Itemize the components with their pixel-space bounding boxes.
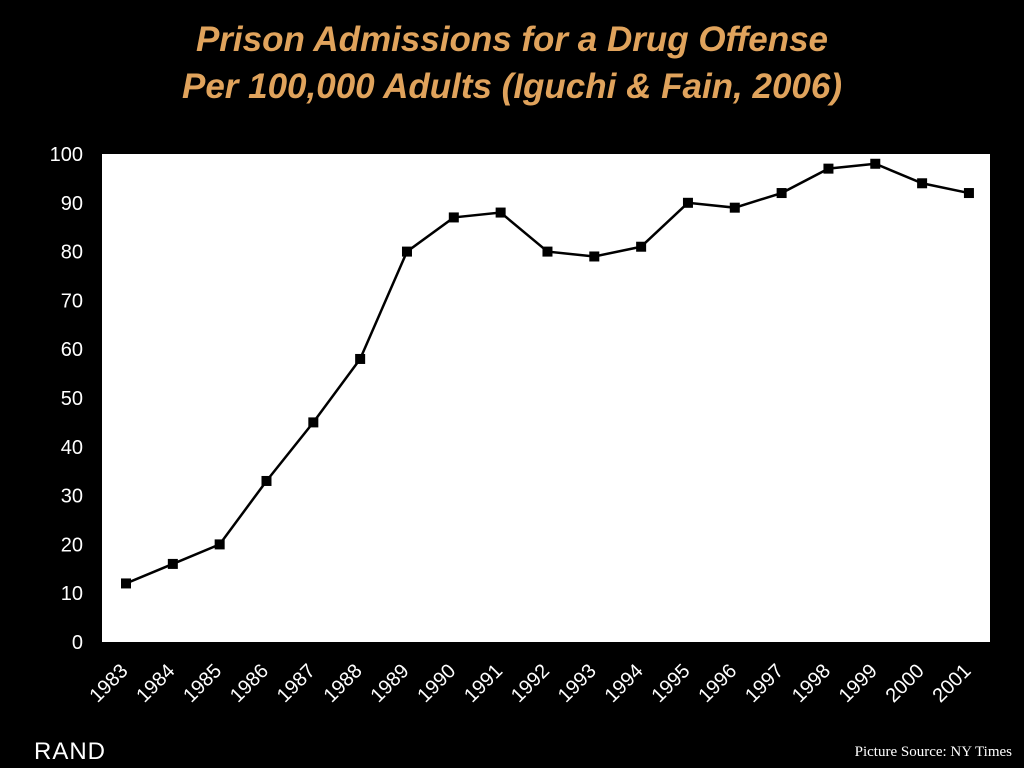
- y-tick-label: 10: [61, 583, 83, 605]
- y-axis-tick-labels: 0 10 20 30 40 50 60 70 80 90 100: [50, 144, 83, 654]
- x-tick-label: 1989: [366, 660, 413, 707]
- x-axis-tick-labels: 1983 1984 1985 1986 1987 1988 1989 1990 1991 1992…: [86, 660, 976, 707]
- series-markers: [121, 158, 974, 589]
- x-tick-label: 1983: [86, 660, 133, 707]
- data-point-marker: [729, 202, 740, 213]
- x-tick-label: 1985: [179, 660, 226, 707]
- data-point-marker: [776, 188, 787, 199]
- x-tick-label: 1999: [835, 660, 882, 707]
- x-tick-label: 1993: [554, 660, 601, 707]
- y-tick-label: 50: [61, 388, 83, 410]
- plot-area: [102, 154, 990, 642]
- data-point-marker: [823, 163, 834, 174]
- x-tick-label: 1990: [413, 660, 460, 707]
- data-point-marker: [401, 246, 412, 257]
- y-tick-label: 20: [61, 534, 83, 556]
- x-tick-label: 2000: [882, 660, 929, 707]
- x-tick-label: 1988: [320, 660, 367, 707]
- chart-title-line-2: Per 100,000 Adults (Iguchi & Fain, 2006): [181, 67, 843, 106]
- chart-title-line-1: Prison Admissions for a Drug Offense: [195, 20, 829, 59]
- y-tick-label: 40: [61, 437, 83, 459]
- data-point-marker: [121, 578, 131, 589]
- y-tick-label: 60: [61, 339, 83, 361]
- data-point-marker: [167, 558, 178, 569]
- x-tick-label: 1986: [226, 660, 273, 707]
- x-tick-label: 1992: [507, 660, 554, 707]
- y-tick-label: 90: [61, 193, 83, 215]
- y-tick-label: 30: [61, 486, 83, 508]
- y-tick-label: 70: [61, 290, 83, 312]
- x-tick-label: 1991: [460, 660, 507, 707]
- x-tick-label: 1995: [647, 660, 694, 707]
- x-tick-label: 1984: [132, 660, 179, 707]
- y-tick-label: 100: [50, 144, 83, 166]
- data-point-marker: [870, 158, 881, 169]
- picture-source-note: Picture Source: NY Times: [854, 744, 1012, 760]
- data-point-marker: [495, 207, 506, 218]
- data-point-marker: [355, 353, 366, 364]
- y-tick-label: 80: [61, 242, 83, 264]
- data-point-marker: [636, 241, 647, 252]
- data-point-marker: [589, 251, 600, 262]
- chart-title: Prison Admissions for a Drug Offense Per…: [0, 16, 1024, 110]
- data-point-marker: [448, 212, 459, 223]
- data-point-marker: [963, 188, 974, 199]
- x-tick-label: 1994: [601, 660, 648, 707]
- rand-logo: RAND: [34, 738, 107, 765]
- x-tick-label: 1998: [788, 660, 835, 707]
- x-tick-label: 1996: [694, 660, 741, 707]
- y-tick-label: 0: [72, 632, 83, 654]
- x-tick-label: 2001: [928, 660, 975, 707]
- x-tick-label: 1997: [741, 660, 788, 707]
- x-tick-label: 1987: [273, 660, 320, 707]
- data-point-marker: [308, 417, 319, 428]
- data-point-marker: [682, 197, 693, 208]
- data-point-marker: [261, 475, 272, 486]
- data-point-marker: [542, 246, 553, 257]
- data-point-marker: [214, 539, 225, 550]
- data-point-marker: [917, 178, 928, 189]
